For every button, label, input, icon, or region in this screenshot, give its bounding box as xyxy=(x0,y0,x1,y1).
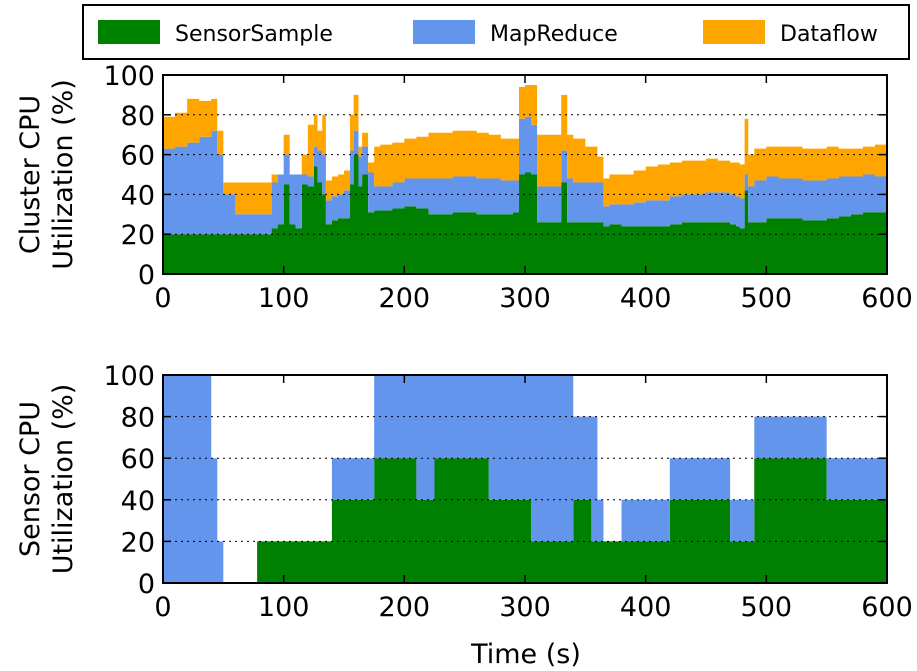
legend-frame xyxy=(82,4,910,60)
sensor-cpu-grid xyxy=(163,416,887,542)
cluster-cpu-xtick-label: 200 xyxy=(379,283,431,314)
cluster-cpu-xtick-label: 500 xyxy=(741,283,793,314)
cluster-cpu-areas xyxy=(163,84,887,274)
legend-label-sensorsample: SensorSample xyxy=(175,22,333,47)
cluster-cpu-xtick-label: 400 xyxy=(620,283,672,314)
sensor-cpu-xtick-label: 200 xyxy=(379,592,431,623)
sensor-cpu-xlabel: Time (s) xyxy=(470,639,581,670)
legend-swatch-sensorsample xyxy=(98,20,160,44)
cluster-cpu-ytick-label: 80 xyxy=(121,101,155,132)
cluster-cpu-ylabel-line2: Utilization (%) xyxy=(48,79,79,270)
legend-swatch-dataflow xyxy=(703,20,765,44)
sensor-cpu-ytick-label: 60 xyxy=(121,444,155,475)
sensor-cpu-ticks: 0 100 200 300 400 500 600 0 20 40 60 80 100 xyxy=(103,361,912,623)
legend: SensorSample MapReduce Dataflow xyxy=(82,4,910,60)
cluster-cpu-xtick-label: 0 xyxy=(154,283,171,314)
cluster-cpu-series-sensorsample xyxy=(163,154,887,274)
sensor-cpu-ytick-label: 100 xyxy=(103,361,155,392)
cluster-cpu-xtick-label: 600 xyxy=(861,283,913,314)
cluster-cpu-series-dataflow xyxy=(163,84,887,215)
legend-swatch-mapreduce xyxy=(413,20,475,44)
sensor-cpu-axes-frame xyxy=(162,374,888,584)
cluster-cpu-ytick-label: 20 xyxy=(121,220,155,251)
cluster-cpu-xtick-label: 100 xyxy=(258,283,310,314)
sensor-cpu-ylabel-line1: Sensor CPU xyxy=(15,401,46,557)
sensor-cpu-xtick-label: 100 xyxy=(258,592,310,623)
cluster-cpu-ytick-label: 40 xyxy=(121,180,155,211)
sensor-cpu-xtick-label: 600 xyxy=(861,592,913,623)
cluster-cpu-axes-frame xyxy=(162,74,888,275)
sensor-cpu-series-mapreduce xyxy=(163,375,887,583)
sensor-cpu-ytick-label: 0 xyxy=(138,569,155,600)
sensor-cpu-areas xyxy=(163,375,887,583)
legend-label-mapreduce: MapReduce xyxy=(490,22,618,47)
cluster-cpu-ticks: 0 100 200 300 400 500 600 0 20 40 60 80 100 xyxy=(103,61,912,314)
cluster-cpu-ytick-label: 0 xyxy=(138,260,155,291)
sensor-cpu-ytick-label: 20 xyxy=(121,527,155,558)
cluster-cpu-grid xyxy=(163,114,887,235)
cluster-cpu-ytick-label: 60 xyxy=(121,141,155,172)
sensor-cpu-xtick-label: 400 xyxy=(620,592,672,623)
cluster-cpu-xtick-label: 300 xyxy=(499,283,551,314)
cluster-cpu-ytick-label: 100 xyxy=(103,61,155,92)
sensor-cpu-xtick-label: 500 xyxy=(741,592,793,623)
sensor-cpu-ytick-label: 40 xyxy=(121,486,155,517)
sensor-cpu-ytick-label: 80 xyxy=(121,403,155,434)
legend-label-dataflow: Dataflow xyxy=(780,22,878,47)
sensor-cpu-chart: 0 100 200 300 400 500 600 0 20 40 60 80 100 Sensor C… xyxy=(15,361,913,670)
cluster-cpu-chart: 0 100 200 300 400 500 600 0 20 40 60 80 100 Cluster … xyxy=(15,61,913,314)
cluster-cpu-ylabel-line1: Cluster CPU xyxy=(15,95,46,254)
sensor-cpu-xtick-label: 0 xyxy=(154,592,171,623)
sensor-cpu-series-sensorsample xyxy=(163,458,887,583)
sensor-cpu-xtick-label: 300 xyxy=(499,592,551,623)
sensor-cpu-ylabel-line2: Utilization (%) xyxy=(48,384,79,575)
cluster-cpu-series-mapreduce xyxy=(163,116,887,235)
